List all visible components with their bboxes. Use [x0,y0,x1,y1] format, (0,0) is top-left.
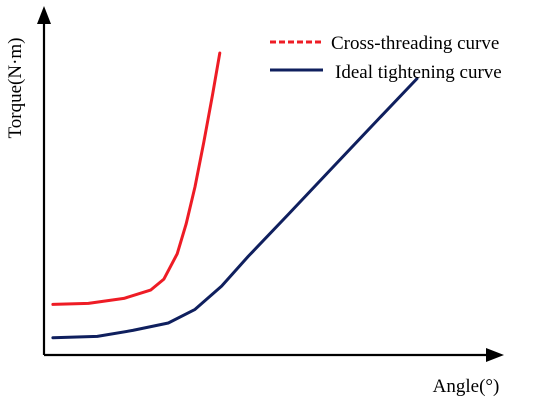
y-axis-title: Torque(N·m) [5,37,26,138]
y-axis-arrow [37,6,51,24]
axes [37,6,504,362]
series-line-cross-threading-curve [51,51,222,306]
legend-label-ideal-tightening: Ideal tightening curve [335,62,502,83]
series-layer [51,51,419,340]
legend: Cross-threading curve Ideal tightening c… [270,33,502,83]
x-axis-arrow [486,348,504,362]
x-axis-title: Angle(°) [433,376,500,397]
legend-label-cross-threading: Cross-threading curve [331,33,499,54]
series-line-ideal-tightening-curve [51,77,419,340]
